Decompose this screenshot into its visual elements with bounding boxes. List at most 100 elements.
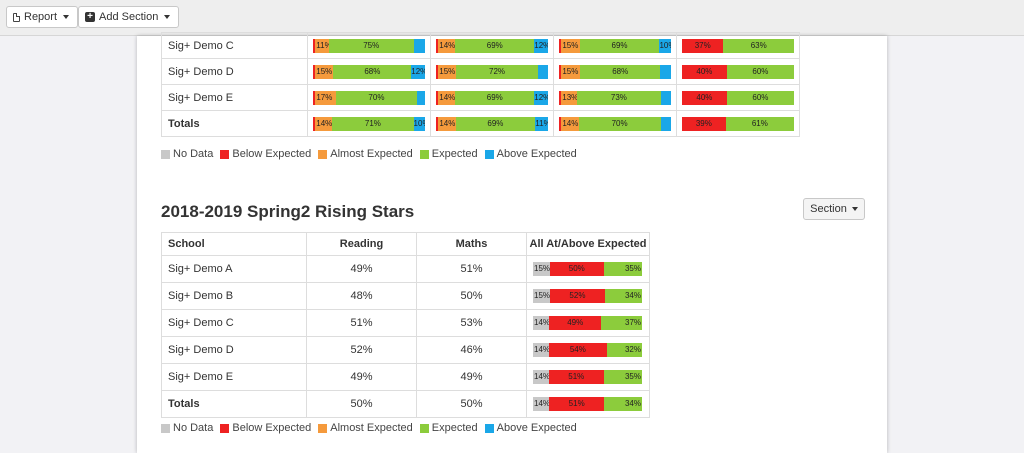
- section-title: 2018-2019 Spring2 Rising Stars: [161, 202, 415, 221]
- bar-cell: 39% 61%: [676, 110, 800, 137]
- school-name: Sig+ Demo C: [161, 309, 307, 337]
- stacked-bar: 14%69%11%: [436, 116, 548, 131]
- bar-segment-above-expected: [413, 38, 425, 53]
- legend-swatch: [220, 423, 230, 433]
- bar-segment-above-expected: 10%: [413, 116, 425, 131]
- bar-segment-expected: 34%: [604, 289, 642, 303]
- bar-segment-almost-expected: 15%: [561, 64, 581, 79]
- bar-cell: 13% 73%: [553, 84, 677, 111]
- bar-cell: 40% 60%: [676, 84, 800, 111]
- bar-segment-no-data: 14%: [533, 343, 549, 357]
- add-section-label: Add Section: [99, 11, 159, 23]
- legend-label: Expected: [431, 148, 478, 160]
- legend-swatch: [220, 149, 230, 159]
- report-dropdown-button[interactable]: Report: [6, 6, 79, 28]
- bar-segment-below-expected: [559, 90, 562, 105]
- legend-item-no-data: No Data: [161, 422, 213, 434]
- bar-segment-below-expected: 40%: [682, 90, 727, 105]
- table-row: Sig+ Demo D 52% 46% 14% 54% 32%: [161, 336, 650, 364]
- bar-segment-almost-expected: 14%: [438, 38, 456, 53]
- reading-value: 52%: [306, 336, 417, 364]
- header-maths: Maths: [416, 232, 527, 256]
- bar-segment-almost-expected: 13%: [561, 90, 578, 105]
- bar-segment-below-expected: 52%: [549, 289, 605, 303]
- legend-label: Almost Expected: [330, 422, 413, 434]
- stacked-bar: 40% 60%: [682, 90, 794, 105]
- bar-segment-expected: 69%: [455, 38, 535, 53]
- bar-segment-expected: 69%: [455, 90, 535, 105]
- header-all-at-above: All At/Above Expected: [526, 232, 650, 256]
- stacked-bar: 15% 50% 35%: [533, 262, 642, 276]
- bar-segment-below-expected: 40%: [682, 64, 727, 79]
- bar-segment-expected: 32%: [606, 343, 642, 357]
- school-name: Sig+ Demo D: [161, 58, 308, 85]
- school-name: Sig+ Demo C: [161, 32, 308, 59]
- bar-segment-expected: 61%: [725, 116, 794, 131]
- bar-cell: 15% 52% 34%: [526, 282, 650, 310]
- bar-segment-below-expected: [436, 116, 439, 131]
- school-name: Totals: [161, 110, 308, 137]
- bar-segment-expected: 35%: [603, 262, 642, 276]
- bar-segment-no-data: 15%: [533, 262, 551, 276]
- maths-value: 53%: [416, 309, 527, 337]
- header-reading: Reading: [306, 232, 417, 256]
- table-row: Sig+ Demo C11%75%14%69%12%15%69%10%37%63…: [161, 32, 800, 59]
- reading-value: 48%: [306, 282, 417, 310]
- bar-segment-almost-expected: 14%: [438, 90, 456, 105]
- legend-item-expected: Expected: [419, 422, 478, 434]
- bar-cell: 15% 68%: [553, 58, 677, 85]
- bar-segment-almost-expected: 15%: [438, 64, 457, 79]
- legend-swatch: [318, 149, 328, 159]
- bar-cell: 15%68%12%: [307, 58, 431, 85]
- plus-square-icon: +: [85, 12, 95, 22]
- bar-segment-expected: 75%: [328, 38, 414, 53]
- bar-segment-almost-expected: 14%: [315, 116, 333, 131]
- bar-segment-below-expected: [313, 90, 316, 105]
- report-panel: Sig+ Demo C11%75%14%69%12%15%69%10%37%63…: [137, 32, 887, 453]
- bar-segment-above-expected: [660, 116, 672, 131]
- caret-down-icon: [63, 15, 70, 19]
- school-name: Sig+ Demo D: [161, 336, 307, 364]
- legend-item-above-expected: Above Expected: [484, 148, 577, 160]
- bar-segment-expected: 60%: [726, 64, 794, 79]
- bar-segment-below-expected: [436, 64, 439, 79]
- bar-segment-below-expected: [313, 64, 316, 79]
- bar-segment-almost-expected: 15%: [315, 64, 334, 79]
- bar-cell: 40% 60%: [676, 58, 800, 85]
- bar-segment-expected: 37%: [601, 316, 643, 330]
- stacked-bar: 13% 73%: [559, 90, 671, 105]
- add-section-dropdown-button[interactable]: + Add Section: [78, 6, 180, 28]
- header-school: School: [161, 232, 307, 256]
- bar-segment-above-expected: 10%: [659, 38, 671, 53]
- bar-segment-below-expected: [313, 116, 316, 131]
- stacked-bar: 15% 72%: [436, 64, 548, 79]
- legend-swatch: [419, 423, 429, 433]
- bar-segment-below-expected: 49%: [548, 316, 602, 330]
- bar-cell: 14% 70%: [553, 110, 677, 137]
- stacked-bar: 14% 49% 37%: [533, 316, 643, 330]
- bar-segment-almost-expected: 15%: [561, 38, 580, 53]
- reading-value: 50%: [306, 390, 417, 418]
- bar-segment-below-expected: 39%: [682, 116, 726, 131]
- legend-label: Below Expected: [232, 422, 312, 434]
- stacked-bar: 15%69%10%: [559, 38, 671, 53]
- table-row: Sig+ Demo C 51% 53% 14% 49% 37%: [161, 309, 650, 337]
- bar-cell: 14%69%12%: [430, 32, 554, 59]
- table-row: Sig+ Demo E 49% 49% 14% 51% 35%: [161, 363, 650, 391]
- school-name: Totals: [161, 390, 307, 418]
- bar-cell: 14% 51% 34%: [526, 390, 650, 418]
- bar-segment-expected: 70%: [335, 90, 417, 105]
- bar-segment-expected: 63%: [723, 38, 794, 53]
- bar-segment-below-expected: 50%: [550, 262, 604, 276]
- bar-segment-below-expected: 51%: [549, 397, 605, 411]
- bar-cell: 14%71%10%: [307, 110, 431, 137]
- bar-segment-below-expected: [436, 90, 439, 105]
- section-dropdown-button[interactable]: Section: [803, 198, 865, 220]
- legend-swatch: [484, 149, 494, 159]
- stacked-bar: 14%69%12%: [436, 38, 548, 53]
- legend-label: Expected: [431, 422, 478, 434]
- stacked-bar: 15% 68%: [559, 64, 671, 79]
- table-row: Sig+ Demo D15%68%12% 15%72% 15%68% 40%60%: [161, 58, 800, 85]
- progress-table: Sig+ Demo C11%75%14%69%12%15%69%10%37%63…: [161, 32, 800, 137]
- bar-segment-above-expected: [660, 90, 671, 105]
